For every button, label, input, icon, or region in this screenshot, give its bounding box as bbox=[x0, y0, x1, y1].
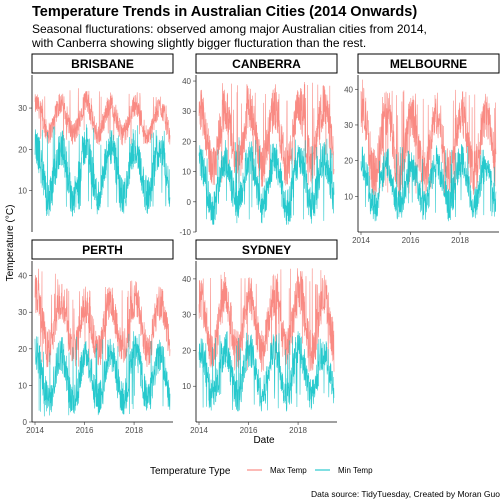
x-tick-label-perth: 2016 bbox=[76, 426, 94, 435]
chart-title: Temperature Trends in Australian Cities … bbox=[32, 4, 417, 20]
x-axis-title: Date bbox=[253, 435, 275, 446]
y-tick-label-brisbane: 10 bbox=[18, 187, 27, 196]
strip-canberra bbox=[195, 53, 338, 74]
caption: Data source: TidyTuesday, Created by Mor… bbox=[311, 489, 500, 499]
series-line-min-temp-sydney bbox=[198, 331, 335, 412]
strip-sydney bbox=[195, 239, 338, 260]
y-tick-label-canberra: 40 bbox=[182, 77, 191, 86]
y-tick-label-perth: 20 bbox=[18, 345, 27, 354]
panel-canberra: CANBERRA -10 0 10 20 30 40 bbox=[179, 53, 338, 237]
panel-perth: PERTH 0 10 20 30 40 2014 2016 2018 bbox=[18, 239, 174, 435]
chart-subtitle-line-1: Seasonal flucturations: observed among m… bbox=[32, 22, 427, 36]
y-tick-label-sydney: 20 bbox=[182, 346, 191, 355]
x-tick-label-melbourne: 2016 bbox=[402, 236, 420, 245]
y-tick-label-perth: 0 bbox=[23, 418, 28, 427]
y-tick-label-melbourne: 10 bbox=[344, 192, 353, 201]
y-tick-label-perth: 30 bbox=[18, 308, 27, 317]
strip-label-sydney: SYDNEY bbox=[242, 243, 291, 257]
y-tick-label-sydney: 40 bbox=[182, 275, 191, 284]
strip-brisbane bbox=[31, 53, 174, 74]
series-line-max-temp-melbourne bbox=[360, 79, 497, 197]
x-tick-label-sydney: 2014 bbox=[190, 426, 208, 435]
legend-title: Temperature Type bbox=[150, 466, 231, 477]
x-tick-label-melbourne: 2018 bbox=[451, 236, 469, 245]
strip-melbourne bbox=[357, 53, 500, 74]
facet-panels: BRISBANE102030CANBERRA-10010203040MELBOU… bbox=[18, 53, 500, 435]
strip-label-brisbane: BRISBANE bbox=[71, 57, 134, 71]
y-tick-label-melbourne: 30 bbox=[344, 121, 353, 130]
y-tick-label-perth: 10 bbox=[18, 381, 27, 390]
legend-label-max-temp: Max Temp bbox=[270, 466, 307, 475]
series-line-min-temp-melbourne bbox=[360, 143, 497, 222]
series-line-max-temp-canberra bbox=[198, 81, 335, 187]
panel-melbourne: MELBOURNE 10 20 30 40 2014 2016 2018 bbox=[344, 53, 500, 245]
series-line-max-temp-brisbane bbox=[34, 88, 171, 146]
y-tick-label-brisbane: 30 bbox=[18, 104, 27, 113]
legend-label-min-temp: Min Temp bbox=[338, 466, 373, 475]
y-tick-label-sydney: 10 bbox=[182, 382, 191, 391]
series-line-min-temp-canberra bbox=[198, 137, 335, 225]
y-axis-title: Temperature (°C) bbox=[5, 205, 16, 282]
y-tick-label-canberra: 20 bbox=[182, 137, 191, 146]
strip-label-melbourne: MELBOURNE bbox=[390, 57, 467, 71]
series-line-min-temp-perth bbox=[34, 331, 171, 417]
strip-label-perth: PERTH bbox=[82, 243, 123, 257]
series-line-min-temp-brisbane bbox=[34, 124, 171, 217]
strip-perth bbox=[31, 239, 174, 260]
y-tick-label-canberra: -10 bbox=[179, 228, 191, 237]
y-tick-label-melbourne: 40 bbox=[344, 85, 353, 94]
x-tick-label-perth: 2018 bbox=[125, 426, 143, 435]
chart-subtitle-line-2: with Canberra showing slightly bigger fl… bbox=[31, 36, 366, 50]
y-tick-label-brisbane: 20 bbox=[18, 145, 27, 154]
y-tick-label-perth: 40 bbox=[18, 272, 27, 281]
y-tick-label-canberra: 0 bbox=[187, 198, 192, 207]
strip-label-canberra: CANBERRA bbox=[232, 57, 301, 71]
x-tick-label-perth: 2014 bbox=[26, 426, 44, 435]
panel-sydney: SYDNEY 10 20 30 40 2014 2016 2018 bbox=[182, 239, 338, 435]
y-tick-label-canberra: 30 bbox=[182, 107, 191, 116]
series-line-max-temp-perth bbox=[34, 268, 171, 368]
series-line-max-temp-sydney bbox=[198, 268, 335, 372]
x-tick-label-sydney: 2018 bbox=[289, 426, 307, 435]
panel-brisbane: BRISBANE 10 20 30 bbox=[18, 53, 174, 232]
x-tick-label-sydney: 2016 bbox=[240, 426, 258, 435]
x-tick-label-melbourne: 2014 bbox=[352, 236, 370, 245]
legend: Temperature Type Max Temp Min Temp bbox=[150, 466, 373, 477]
y-tick-label-melbourne: 20 bbox=[344, 157, 353, 166]
y-tick-label-sydney: 30 bbox=[182, 311, 191, 320]
y-tick-label-canberra: 10 bbox=[182, 168, 191, 177]
